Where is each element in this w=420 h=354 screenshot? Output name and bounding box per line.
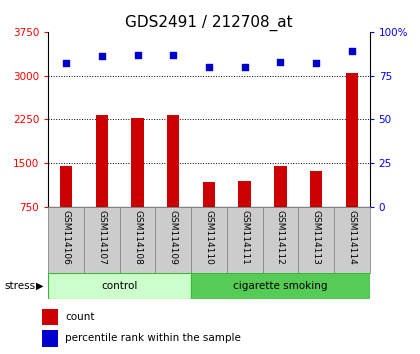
Bar bbox=[227, 207, 262, 273]
Bar bbox=[298, 207, 334, 273]
Bar bbox=[155, 207, 191, 273]
Bar bbox=[120, 207, 155, 273]
Text: GSM114109: GSM114109 bbox=[169, 210, 178, 265]
Point bbox=[63, 61, 70, 66]
Text: stress: stress bbox=[4, 281, 35, 291]
Text: percentile rank within the sample: percentile rank within the sample bbox=[65, 333, 241, 343]
Bar bbox=[191, 273, 370, 299]
Text: cigarette smoking: cigarette smoking bbox=[233, 281, 328, 291]
Text: GSM114108: GSM114108 bbox=[133, 210, 142, 265]
Point bbox=[277, 59, 284, 64]
Bar bbox=[262, 207, 298, 273]
Bar bbox=[274, 166, 286, 207]
Point bbox=[349, 48, 355, 54]
Text: GSM114113: GSM114113 bbox=[312, 210, 320, 265]
Bar bbox=[239, 181, 251, 207]
Text: GSM114106: GSM114106 bbox=[62, 210, 71, 265]
Bar bbox=[96, 115, 108, 207]
Bar bbox=[131, 118, 144, 207]
Text: GSM114111: GSM114111 bbox=[240, 210, 249, 265]
Bar bbox=[203, 182, 215, 207]
Text: GSM114112: GSM114112 bbox=[276, 210, 285, 265]
Point bbox=[206, 64, 212, 70]
Point bbox=[241, 64, 248, 70]
Bar bbox=[191, 207, 227, 273]
Bar bbox=[42, 330, 58, 347]
Bar bbox=[48, 207, 84, 273]
Bar bbox=[42, 309, 58, 325]
Text: count: count bbox=[65, 312, 94, 322]
Point bbox=[134, 52, 141, 57]
Text: ▶: ▶ bbox=[36, 281, 43, 291]
Text: GSM114107: GSM114107 bbox=[97, 210, 106, 265]
Bar bbox=[346, 73, 358, 207]
Text: control: control bbox=[102, 281, 138, 291]
Bar bbox=[334, 207, 370, 273]
Bar bbox=[167, 115, 179, 207]
Title: GDS2491 / 212708_at: GDS2491 / 212708_at bbox=[125, 14, 293, 30]
Point bbox=[98, 53, 105, 59]
Bar bbox=[310, 171, 322, 207]
Bar bbox=[48, 273, 191, 299]
Text: GSM114114: GSM114114 bbox=[347, 210, 356, 265]
Point bbox=[312, 61, 319, 66]
Bar bbox=[60, 166, 72, 207]
Text: GSM114110: GSM114110 bbox=[205, 210, 213, 265]
Point bbox=[170, 52, 177, 57]
Bar bbox=[84, 207, 120, 273]
